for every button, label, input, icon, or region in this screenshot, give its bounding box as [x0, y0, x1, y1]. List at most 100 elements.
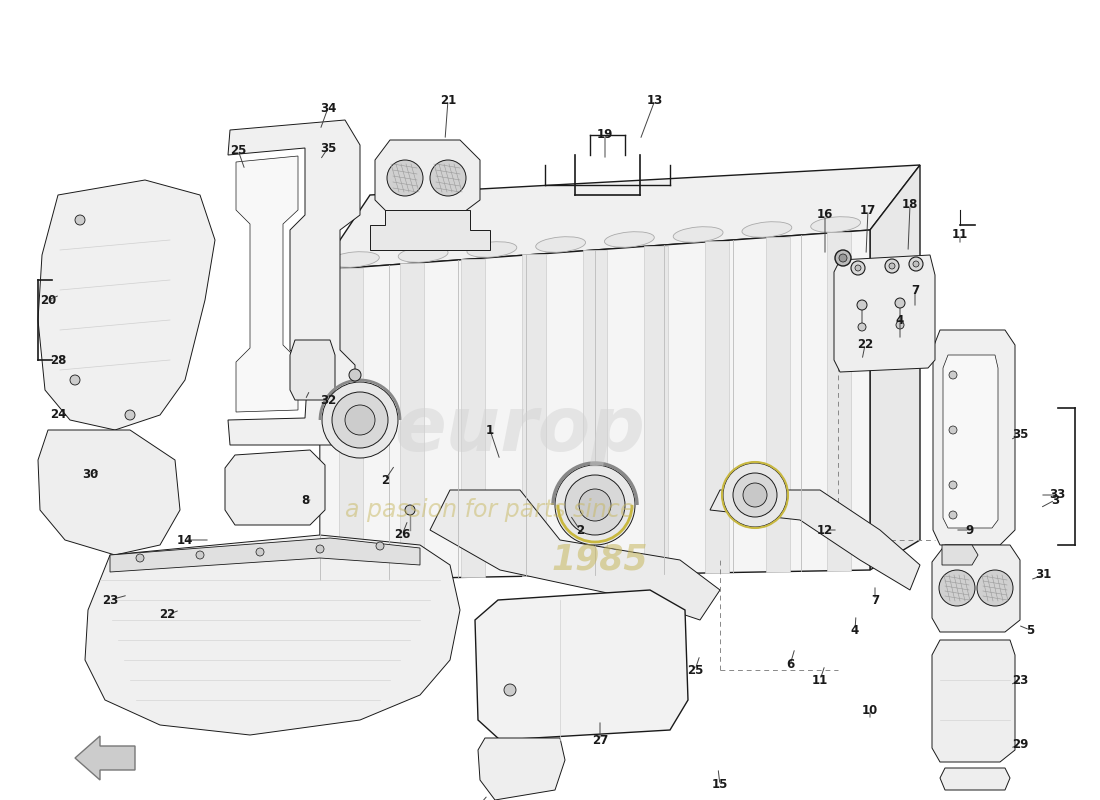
- Polygon shape: [320, 165, 920, 270]
- Ellipse shape: [330, 252, 380, 267]
- Circle shape: [387, 160, 424, 196]
- Circle shape: [556, 465, 635, 545]
- Polygon shape: [932, 545, 1020, 632]
- Ellipse shape: [742, 222, 792, 238]
- Circle shape: [332, 392, 388, 448]
- Circle shape: [136, 554, 144, 562]
- Polygon shape: [933, 330, 1015, 545]
- Ellipse shape: [673, 226, 723, 242]
- Circle shape: [125, 410, 135, 420]
- Ellipse shape: [811, 217, 860, 232]
- Ellipse shape: [605, 232, 654, 247]
- Text: 29: 29: [1012, 738, 1028, 751]
- Text: 34: 34: [320, 102, 337, 114]
- Text: 8: 8: [301, 494, 309, 506]
- Text: 4: 4: [851, 623, 859, 637]
- Circle shape: [896, 321, 904, 329]
- Polygon shape: [39, 180, 214, 430]
- Text: 22: 22: [857, 338, 873, 351]
- Polygon shape: [339, 268, 363, 579]
- Text: 18: 18: [902, 198, 918, 211]
- Text: 17: 17: [860, 203, 876, 217]
- Polygon shape: [75, 736, 135, 780]
- Polygon shape: [943, 355, 998, 528]
- Circle shape: [733, 473, 777, 517]
- Circle shape: [70, 375, 80, 385]
- Polygon shape: [290, 340, 336, 400]
- Text: 13: 13: [647, 94, 663, 106]
- Text: europ: europ: [395, 393, 646, 467]
- Polygon shape: [583, 250, 607, 575]
- Polygon shape: [767, 237, 790, 572]
- Text: 7: 7: [871, 594, 879, 606]
- Circle shape: [405, 505, 415, 515]
- Circle shape: [742, 483, 767, 507]
- Polygon shape: [870, 165, 920, 570]
- Text: 14: 14: [177, 534, 194, 546]
- Circle shape: [939, 570, 975, 606]
- Circle shape: [579, 489, 610, 521]
- Text: a passion for parts since: a passion for parts since: [345, 498, 635, 522]
- Polygon shape: [39, 430, 180, 555]
- Polygon shape: [236, 156, 298, 412]
- Text: 2: 2: [576, 523, 584, 537]
- Circle shape: [909, 257, 923, 271]
- Text: 7: 7: [911, 283, 920, 297]
- Circle shape: [376, 542, 384, 550]
- Text: 12: 12: [817, 523, 833, 537]
- Text: 30: 30: [81, 469, 98, 482]
- Circle shape: [75, 215, 85, 225]
- Circle shape: [857, 300, 867, 310]
- Text: 35: 35: [320, 142, 337, 154]
- Text: 11: 11: [812, 674, 828, 686]
- Circle shape: [504, 684, 516, 696]
- Circle shape: [349, 369, 361, 381]
- Text: 22: 22: [158, 609, 175, 622]
- Circle shape: [256, 548, 264, 556]
- Text: 33: 33: [1049, 489, 1065, 502]
- Polygon shape: [478, 738, 565, 800]
- Polygon shape: [430, 490, 720, 620]
- Text: 11: 11: [952, 229, 968, 242]
- Circle shape: [886, 259, 899, 273]
- Polygon shape: [461, 259, 485, 578]
- Text: 26: 26: [394, 529, 410, 542]
- Text: 25: 25: [686, 663, 703, 677]
- Polygon shape: [399, 263, 424, 578]
- Circle shape: [858, 323, 866, 331]
- Text: 27: 27: [592, 734, 608, 746]
- Circle shape: [322, 382, 398, 458]
- Polygon shape: [710, 490, 920, 590]
- Polygon shape: [940, 768, 1010, 790]
- Text: 1: 1: [486, 423, 494, 437]
- Text: 31: 31: [1035, 569, 1052, 582]
- Polygon shape: [85, 535, 460, 735]
- Text: 25: 25: [230, 143, 246, 157]
- Polygon shape: [320, 230, 870, 580]
- Ellipse shape: [468, 242, 517, 258]
- Circle shape: [196, 551, 204, 559]
- Text: 15: 15: [712, 778, 728, 791]
- Circle shape: [949, 511, 957, 519]
- Circle shape: [565, 475, 625, 535]
- Text: 20: 20: [40, 294, 56, 306]
- Polygon shape: [942, 545, 978, 565]
- Text: 6: 6: [785, 658, 794, 671]
- Polygon shape: [645, 246, 668, 574]
- Circle shape: [316, 545, 324, 553]
- Polygon shape: [375, 140, 480, 215]
- Polygon shape: [226, 450, 324, 525]
- Polygon shape: [834, 255, 935, 372]
- Circle shape: [345, 405, 375, 435]
- Text: 21: 21: [440, 94, 456, 106]
- Circle shape: [913, 261, 918, 267]
- Polygon shape: [110, 538, 420, 572]
- Ellipse shape: [398, 246, 448, 262]
- Polygon shape: [705, 241, 729, 573]
- Circle shape: [851, 261, 865, 275]
- Circle shape: [949, 371, 957, 379]
- Text: 5: 5: [1026, 623, 1034, 637]
- Circle shape: [723, 463, 786, 527]
- Circle shape: [835, 250, 851, 266]
- Text: 23: 23: [102, 594, 118, 606]
